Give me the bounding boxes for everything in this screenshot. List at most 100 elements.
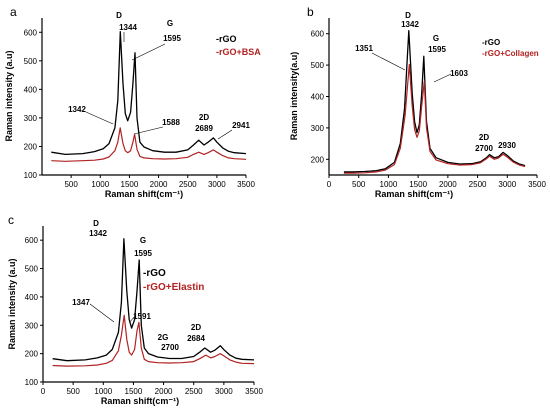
panel-b-ann-1595: 1595	[428, 45, 446, 54]
panel-a-xtick-label: 3500	[237, 180, 255, 189]
panel-c-ytick-label: 200	[25, 350, 39, 359]
panel-b-ann-1603: 1603	[450, 69, 468, 78]
panel-c-ann-1595: 1595	[134, 249, 152, 258]
panel-c-xlabel: Raman shift(cm⁻¹)	[101, 396, 179, 406]
panel-a-ann-2D: 2D	[199, 113, 209, 122]
panel-b-xtick-label: 2500	[469, 180, 487, 189]
panel-a-ytick-label: 600	[24, 28, 38, 37]
panel-b-ytick-label: 300	[311, 124, 325, 133]
panel-a-xtick-label: 1500	[121, 180, 139, 189]
panel-c-ytick-label: 100	[25, 378, 39, 387]
panel-b-ann-G: G	[433, 34, 439, 43]
panel-a-ylabel: Raman intensity (a.u)	[4, 50, 14, 141]
panel-c-xtick-label: 500	[66, 387, 80, 396]
panel-c-xtick-label: 0	[41, 387, 46, 396]
panel-a-ytick-label: 400	[24, 85, 38, 94]
panel-a-ann-2941: 2941	[232, 121, 250, 130]
panel-c: c 0 500 1000 1500 2000 2500 3000 3500 100 200 300 4…	[7, 213, 263, 406]
panel-c-ann-2684: 2684	[187, 334, 205, 343]
panel-a-ann-1344: 1344	[119, 23, 137, 32]
panel-a-ytick-label: 200	[24, 142, 38, 151]
panel-c-ann-1342: 1342	[89, 229, 107, 238]
panel-c-ann-1591: 1591	[133, 312, 151, 321]
panel-a-legend-bsa: -rGO+BSA	[216, 47, 261, 57]
panel-b-xtick-label: 0	[327, 180, 332, 189]
panel-c-xtick-label: 2500	[185, 387, 203, 396]
panel-a: a 500 1000 1500 2000 2500 3000 3500 100 200 300 40…	[4, 5, 261, 199]
panel-b-ylabel: Raman intensity(a.u)	[289, 52, 299, 141]
panel-a-legend-rgo: -rGO	[216, 34, 237, 44]
panel-a-leader-1342	[85, 111, 114, 125]
panel-c-legend-rgo: -rGO	[143, 268, 166, 279]
panel-b-xtick-label: 2000	[439, 180, 457, 189]
panel-b-ann-1351: 1351	[355, 44, 373, 53]
panel-a-xtick-label: 500	[64, 180, 78, 189]
panel-a-ann-1342: 1342	[68, 105, 86, 114]
panel-b-leader-1351	[371, 52, 406, 71]
panel-c-ann-G: G	[140, 236, 146, 245]
panel-b-ytick-label: 600	[311, 30, 325, 39]
panel-b-ytick-label: 200	[311, 155, 325, 164]
panel-a-ann-2689: 2689	[195, 124, 213, 133]
panel-a-leader-2941	[217, 129, 233, 140]
panel-a-xtick-label: 1000	[91, 180, 109, 189]
panel-b-series-composite	[343, 63, 526, 174]
panel-c-xtick-label: 3000	[215, 387, 233, 396]
panel-b-legend-rgo: -rGO	[482, 38, 500, 47]
panel-b-xlabel: Raman shift(cm⁻¹)	[375, 189, 453, 199]
panel-c-xtick-label: 3500	[245, 387, 263, 396]
panel-c-xtick-label: 2000	[155, 387, 173, 396]
panel-a-xtick-label: 2000	[150, 180, 168, 189]
panel-b: b 0 500 1000 1500 2000 2500 3000 3500 200 300 400 5…	[289, 5, 546, 199]
panel-b-ann-1342: 1342	[401, 20, 419, 29]
panel-a-ann-D: D	[116, 11, 122, 20]
panel-a-letter: a	[10, 5, 17, 19]
panel-c-series-composite	[52, 314, 255, 367]
panel-c-letter: c	[8, 213, 14, 227]
panel-b-ytick-label: 400	[311, 93, 325, 102]
panel-b-xtick-label: 1000	[380, 180, 398, 189]
panel-a-ann-G: G	[167, 19, 173, 28]
panel-b-xtick-label: 1500	[409, 180, 427, 189]
panel-c-ylabel: Raman intensity (a.u)	[7, 258, 17, 349]
panel-b-xtick-label: 3500	[528, 180, 546, 189]
panel-b-ann-2700: 2700	[475, 144, 493, 153]
panel-c-legend-elastin: -rGO+Elastin	[143, 282, 204, 293]
panel-a-ann-1588: 1588	[162, 118, 180, 127]
panel-c-xtick-label: 1500	[125, 387, 143, 396]
panel-b-ann-2930: 2930	[498, 141, 516, 150]
panel-a-xlabel: Raman shift(cm⁻¹)	[105, 189, 183, 199]
panel-b-leader-1603	[433, 73, 452, 83]
panel-a-ann-1595: 1595	[163, 34, 181, 43]
panel-c-ann-D: D	[93, 219, 99, 228]
panel-c-series-rgo	[52, 238, 255, 362]
panel-a-series-rgo	[51, 31, 247, 156]
panel-c-ytick-label: 400	[25, 293, 39, 302]
panel-c-ann-2700: 2700	[161, 343, 179, 352]
panel-b-xtick-label: 500	[352, 180, 366, 189]
panel-a-ytick-label: 500	[24, 57, 38, 66]
panel-b-xtick-label: 3000	[498, 180, 516, 189]
panel-c-ann-2D: 2D	[191, 323, 201, 332]
panel-c-ann-2G: 2G	[158, 333, 169, 342]
panel-c-ytick-label: 600	[25, 236, 39, 245]
panel-a-xtick-label: 2500	[179, 180, 197, 189]
panel-a-ytick-label: 100	[24, 171, 38, 180]
panel-c-leader-1591	[129, 316, 135, 323]
panel-a-leader-1588	[133, 126, 164, 135]
panel-a-series-composite	[51, 127, 247, 162]
panel-c-leader-1347	[89, 303, 115, 323]
panel-a-leader-g	[131, 43, 166, 61]
panel-c-ann-1347: 1347	[72, 298, 90, 307]
panel-c-xtick-label: 1000	[94, 387, 112, 396]
panel-b-letter: b	[307, 5, 314, 19]
panel-a-xtick-label: 3000	[208, 180, 226, 189]
panel-c-ytick-label: 500	[25, 265, 39, 274]
panel-b-ann-2D: 2D	[479, 133, 489, 142]
panel-b-ann-D: D	[405, 11, 411, 20]
panel-b-ytick-label: 500	[311, 61, 325, 70]
panel-a-ytick-label: 300	[24, 114, 38, 123]
panel-c-ytick-label: 300	[25, 321, 39, 330]
panel-b-legend-collagen: -rGO+Collagen	[482, 49, 539, 58]
